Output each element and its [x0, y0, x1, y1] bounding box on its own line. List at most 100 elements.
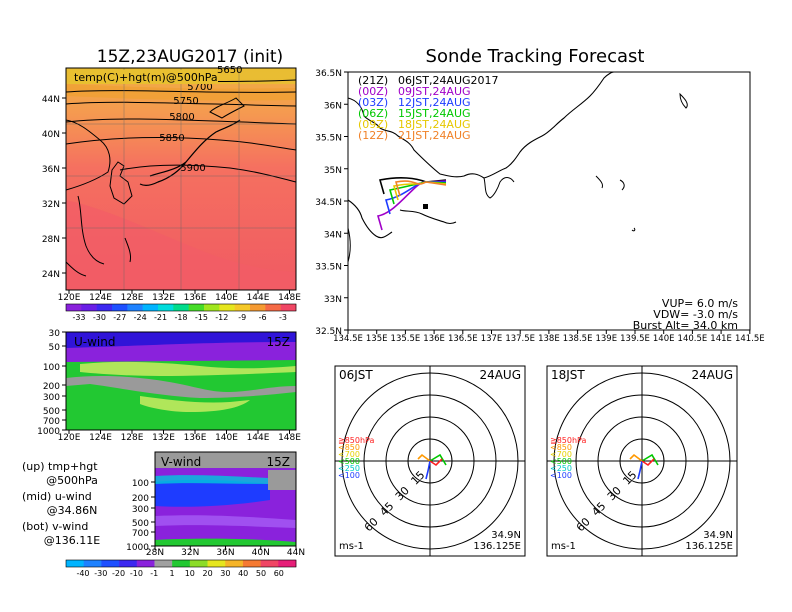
hodo-time: 18JST: [551, 368, 585, 382]
param-vup: VUP= 6.0 m/s: [662, 297, 738, 310]
right-title: Sonde Tracking Forecast: [426, 46, 645, 67]
x-tick-label: 141E: [710, 334, 732, 344]
hodo-trace: [425, 460, 431, 480]
level-legend: <100: [550, 471, 572, 480]
level-legend: <850: [550, 443, 572, 452]
x-tick-label: 136E: [423, 334, 445, 344]
legend-notes: (up) tmp+hgt @500hPa (mid) u-wind @34.86…: [22, 460, 100, 547]
colorbar-swatch: [158, 304, 174, 311]
hodograph-18jst: 18JST 24AUG34.9N136.125Ems-115304560≧850h…: [546, 365, 738, 557]
x-tick-label: 136.5E: [448, 334, 478, 344]
x-tick-label: 139.5E: [620, 334, 650, 344]
y-tick-label: 32N: [42, 200, 60, 210]
launch-time: 12JST,24AUG: [398, 96, 471, 109]
level-legend: <500: [338, 457, 360, 466]
colorbar-label: 1: [169, 569, 174, 578]
colorbar-label: -27: [113, 313, 126, 322]
launch-run: (00Z): [358, 85, 388, 98]
y-tick-label: 30: [49, 329, 61, 339]
x-tick-label: 132E: [152, 293, 175, 303]
hodo-trace: [429, 453, 447, 466]
track-line: [378, 177, 427, 195]
hodo-unit: ms-1: [551, 541, 576, 552]
vwind-panel: V-wind 15Z: [154, 451, 297, 547]
contour-label: 5850: [159, 133, 184, 144]
colorbar-label: 10: [185, 569, 195, 578]
note-mid: (mid) u-wind: [22, 490, 92, 503]
vwind-colorbar: -40 -30 -20 -10 -1 1 10 20 30 40 50 60: [65, 559, 297, 578]
y-tick-label: 700: [43, 417, 60, 427]
launch-run: (06Z): [358, 107, 388, 120]
temp-map-label: temp(C)+hgt(m)@500hPa: [74, 71, 218, 84]
x-tick-label: 148E: [278, 293, 301, 303]
colorbar-swatch: [136, 560, 155, 567]
hodo-unit: ms-1: [339, 541, 364, 552]
colorbar-label: -3: [279, 313, 287, 322]
track-xticks: 134.5E 135E 135.5E 136E 136.5E 137E 137.5E 138E…: [333, 330, 765, 344]
param-vdw: VDW= -3.0 m/s: [653, 308, 738, 321]
y-tick-label: 300: [132, 505, 149, 515]
launch-run: (12Z): [358, 129, 388, 142]
colorbar-swatch: [142, 304, 159, 311]
level-legend: <250: [550, 464, 572, 473]
y-tick-label: 32.5N: [315, 327, 342, 337]
y-tick-label: 35N: [324, 166, 342, 176]
hodo-trace: [417, 453, 431, 462]
x-tick-label: 138E: [538, 334, 560, 344]
hodo-date: 24AUG: [479, 368, 521, 382]
colorbar-swatch: [96, 304, 113, 311]
x-tick-label: 135.5E: [391, 334, 421, 344]
x-tick-label: 140.5E: [678, 334, 708, 344]
level-legend: ≧850hPa: [550, 436, 587, 445]
vwind-xticks: 28N 32N 36N 40N 44N: [146, 546, 305, 558]
x-tick-label: 141.5E: [735, 334, 765, 344]
x-tick-label: 40N: [252, 548, 270, 558]
track-return: [425, 181, 447, 186]
contour-label: 5700: [187, 82, 212, 93]
x-tick-label: 124E: [89, 433, 112, 443]
colorbar-swatch: [204, 304, 220, 311]
y-tick-label: 44N: [42, 95, 60, 105]
colorbar-label: -30: [93, 313, 106, 322]
colorbar-label: 20: [203, 569, 213, 578]
hodo-time: 06JST: [339, 368, 373, 382]
colorbar-swatch: [225, 560, 244, 567]
contour-label: 5650: [217, 65, 242, 76]
uwind-time: 15Z: [267, 335, 291, 349]
temp-map-yticks: 44N 40N 36N 32N 28N 24N: [42, 95, 66, 280]
track-yticks: 36.5N 36N 35.5N 35N 34.5N 34N 33.5N 33N 32.5N: [315, 69, 348, 337]
colorbar-swatch: [83, 560, 102, 567]
y-tick-label: 1000: [37, 427, 60, 437]
x-tick-label: 140E: [215, 293, 238, 303]
x-tick-label: 120E: [58, 433, 81, 443]
x-tick-label: 124E: [89, 293, 112, 303]
x-tick-label: 136E: [184, 293, 207, 303]
note-up: (up) tmp+hgt: [22, 460, 98, 473]
hodo-lat: 34.9N: [491, 530, 521, 541]
note-mid-level: @34.86N: [47, 504, 98, 517]
colorbar-label: -15: [195, 313, 208, 322]
y-tick-label: 700: [132, 529, 149, 539]
colorbar-swatch: [278, 560, 297, 567]
y-tick-label: 36.5N: [315, 69, 342, 79]
colorbar-label: -33: [72, 313, 85, 322]
colorbar-swatch: [234, 304, 251, 311]
launch-time: 15JST,24AUG: [398, 107, 471, 120]
uwind-panel: U-wind 15Z: [65, 331, 297, 431]
colorbar-label: -21: [154, 313, 167, 322]
y-tick-label: 200: [132, 494, 149, 504]
x-tick-label: 136E: [184, 433, 207, 443]
colorbar-label: 30: [220, 569, 230, 578]
x-tick-label: 132E: [152, 433, 175, 443]
hodo-trace: [641, 458, 655, 467]
x-tick-label: 140E: [653, 334, 675, 344]
uwind-xticks: 120E 124E 128E 132E 136E 140E 144E 148E: [58, 430, 301, 443]
hodo-lon: 136.125E: [685, 541, 733, 552]
contour-label: 5800: [169, 112, 194, 123]
y-tick-label: 300: [43, 393, 60, 403]
launch-time: 18JST,24AUG: [398, 118, 471, 131]
track-legend: (21Z) 06JST,24AUG2017 (00Z) 09JST,24AUG (03Z…: [358, 74, 499, 142]
track-params: VUP= 6.0 m/s VDW= -3.0 m/s Burst Alt= 34…: [633, 297, 739, 332]
